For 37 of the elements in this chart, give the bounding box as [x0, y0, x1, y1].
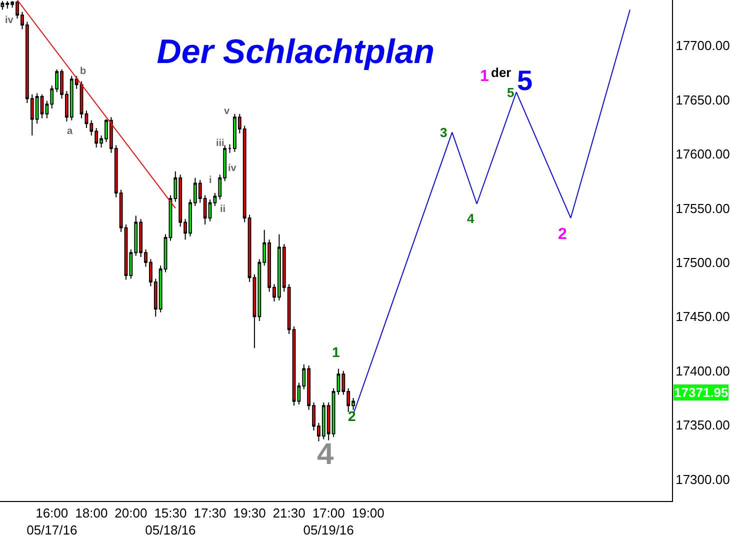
- x-tick-label: 18:00: [75, 506, 108, 521]
- annotation: iv: [5, 15, 14, 26]
- y-tick-label: 17500.00: [676, 254, 730, 270]
- y-tick-label: 17350.00: [676, 418, 730, 433]
- annotation: iv: [228, 163, 237, 174]
- annotation: 5: [517, 65, 533, 96]
- annotation: 1: [480, 68, 489, 85]
- y-tick-label: 17600.00: [676, 146, 730, 162]
- text: Der Schlachtplan: [156, 33, 435, 72]
- y-tick-label: 17450.00: [676, 309, 730, 324]
- y-tick-label: 17650.00: [676, 92, 730, 108]
- x-tick-label: 16:00 05/17/16: [26, 506, 78, 538]
- y-tick-label: 17550.00: [676, 200, 730, 216]
- annotation: der: [491, 65, 512, 80]
- annotation: a: [67, 126, 73, 137]
- text: 17371.95: [674, 385, 728, 400]
- x-tick-label: 19:30: [233, 506, 266, 521]
- x-tick-label: 19:00: [352, 506, 384, 521]
- annotation: ii: [220, 204, 226, 215]
- annotation: 1: [332, 344, 340, 360]
- annotation: b: [80, 66, 86, 77]
- candlestick: [228, 144, 232, 154]
- annotation: i: [209, 175, 212, 186]
- annotation: 3: [440, 125, 448, 140]
- x-tick-label: 21:30: [272, 506, 306, 521]
- annotation: 2: [348, 408, 356, 424]
- x-tick-label: 20:00: [114, 506, 148, 521]
- annotation: 4: [467, 211, 475, 226]
- y-tick-label: 17700.00: [676, 38, 730, 54]
- annotation: iii: [216, 138, 225, 149]
- y-tick-label: 17400.00: [676, 363, 730, 378]
- annotation: 5: [507, 85, 514, 100]
- x-tick-label: 17:30: [194, 506, 226, 521]
- annotation: v: [224, 106, 230, 117]
- annotation: 4: [317, 438, 334, 471]
- annotation: 2: [558, 226, 567, 243]
- y-tick-label: 17300.00: [676, 472, 730, 487]
